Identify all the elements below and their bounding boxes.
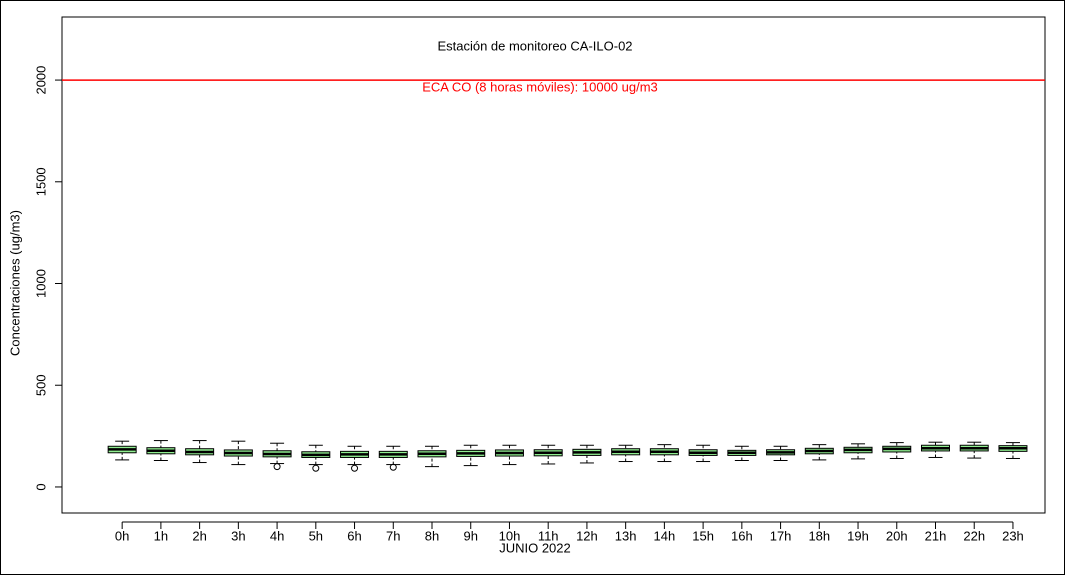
x-tick-label: 9h [463,528,477,543]
y-tick-label: 0 [33,483,48,490]
x-tick-label: 15h [692,528,714,543]
x-tick-label: 10h [499,528,521,543]
x-tick-label: 11h [538,528,559,543]
x-tick-label: 19h [847,528,869,543]
x-tick-label: 2h [192,528,206,543]
x-tick-label: 20h [886,528,908,543]
x-tick-label: 6h [347,528,361,543]
x-tick-label: 14h [654,528,676,543]
x-tick-label: 7h [386,528,400,543]
x-tick-label: 23h [1002,528,1024,543]
x-tick-label: 16h [731,528,753,543]
outlier [273,463,281,471]
x-tick-label: 1h [154,528,168,543]
x-tick-label: 18h [808,528,830,543]
x-tick-label: 4h [270,528,284,543]
x-tick-label: 8h [425,528,439,543]
x-axis-label: JUNIO 2022 [499,540,571,555]
x-tick-label: 22h [963,528,985,543]
x-tick-label: 0h [115,528,129,543]
y-axis-label: Concentraciones (ug/m3) [7,210,22,356]
x-tick-label: 21h [925,528,947,543]
x-tick-label: 3h [231,528,245,543]
y-tick-label: 500 [33,374,48,396]
chart-title: Estación de monitoreo CA-ILO-02 [437,38,632,53]
x-tick-label: 5h [309,528,323,543]
x-tick-label: 17h [770,528,792,543]
outlier [312,464,320,472]
x-tick-label: 13h [615,528,637,543]
y-tick-label: 1000 [33,269,48,298]
y-tick-label: 2000 [33,66,48,95]
x-tick-label: 12h [576,528,598,543]
outlier [389,463,397,471]
outlier [351,464,359,472]
plot-frame [61,16,1046,514]
reference-label: ECA CO (8 horas móviles): 10000 ug/m3 [422,80,658,95]
y-tick-label: 1500 [33,167,48,196]
